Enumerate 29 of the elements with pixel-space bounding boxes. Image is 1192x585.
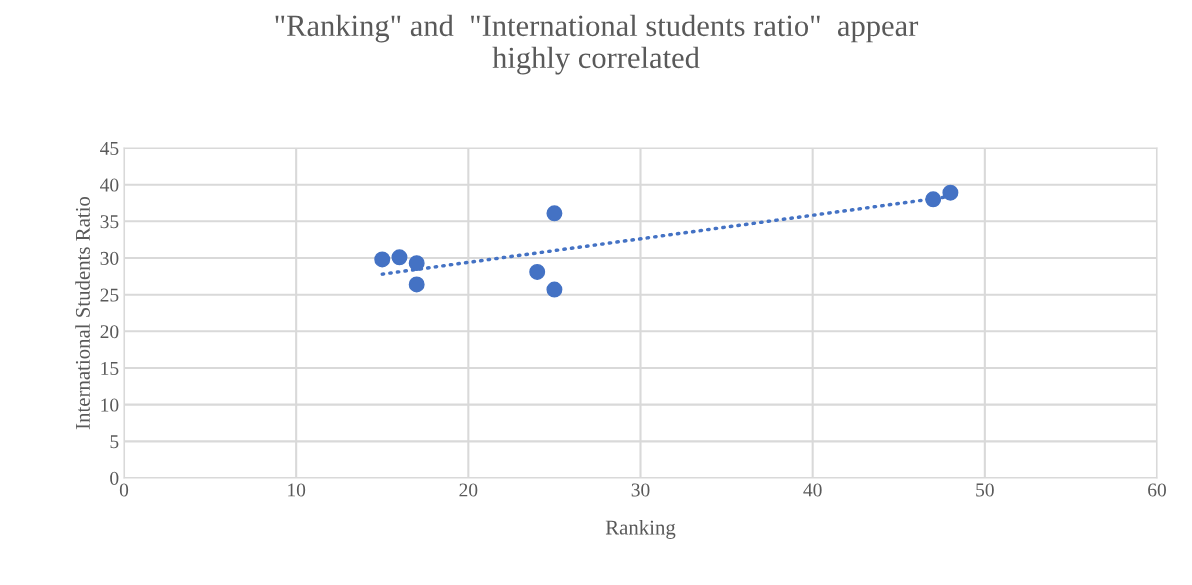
x-axis-title: Ranking: [605, 519, 676, 539]
y-tick-label: 15: [101, 361, 119, 375]
x-tick-label: 10: [288, 483, 306, 497]
y-tick-label: 10: [101, 398, 119, 412]
x-tick-label: 0: [119, 483, 129, 497]
x-tick-label: 40: [803, 483, 822, 497]
x-tick-label: 30: [631, 483, 650, 497]
chart-title: "Ranking" and "International students ratio" appear highly correlated: [275, 14, 919, 75]
y-tick-label: 0: [110, 471, 119, 485]
point: [408, 255, 425, 272]
x-tick-label: 20: [459, 483, 478, 497]
point: [408, 276, 425, 293]
point: [546, 205, 563, 222]
x-tick-label: 60: [1148, 483, 1166, 497]
point: [391, 249, 408, 266]
point: [374, 251, 391, 268]
point: [546, 281, 563, 298]
y-tick-label: 5: [110, 435, 119, 449]
x-tick-label: 50: [976, 483, 994, 497]
y-tick-label: 35: [100, 215, 119, 229]
y-tick-label: 40: [100, 178, 119, 192]
y-tick-label: 30: [100, 251, 119, 265]
point: [925, 191, 942, 208]
point: [942, 184, 959, 201]
y-tick-label: 25: [100, 288, 119, 302]
point: [529, 263, 546, 280]
y-tick-label: 45: [100, 141, 119, 155]
y-axis-title: International Students Ratio: [75, 196, 90, 430]
y-tick-label: 20: [100, 325, 119, 339]
